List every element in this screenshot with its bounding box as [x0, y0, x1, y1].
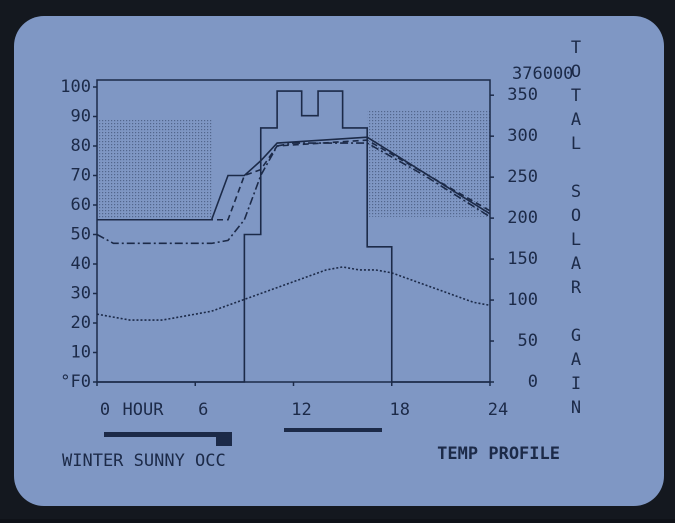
y-tick-label: 20: [71, 313, 91, 333]
y2-tick-label: 200: [507, 208, 538, 228]
x-tick-label: 18: [390, 400, 410, 420]
chart-subtitle: WINTER SUNNY OCC: [62, 451, 226, 471]
y2-tick-label: 0: [528, 372, 538, 392]
y-tick-label: °F0: [60, 372, 91, 392]
schedule-bar: [284, 428, 382, 432]
y-tick-label: 40: [71, 254, 91, 274]
y-tick-label: 50: [71, 225, 91, 245]
y-tick-label: 60: [71, 195, 91, 215]
y2-tick-label: 250: [507, 167, 538, 187]
x-tick-label: 24: [488, 400, 508, 420]
schedule-marker: [216, 432, 232, 446]
annotation: 376000: [512, 64, 573, 84]
y2-tick-label: 350: [507, 85, 538, 105]
comfort-band: [97, 119, 212, 219]
y-tick-label: 70: [71, 166, 91, 186]
y-tick-label: 10: [71, 343, 91, 363]
x-tick-label: 6: [198, 400, 208, 420]
y2-axis-label: TOTAL SOLAR GAIN: [566, 38, 586, 422]
y2-tick-label: 150: [507, 249, 538, 269]
x-tick-label: 0: [100, 400, 110, 420]
y-tick-label: 90: [71, 107, 91, 127]
chart-title: TEMP PROFILE: [437, 444, 560, 464]
y-tick-label: 30: [71, 284, 91, 304]
y2-tick-label: 300: [507, 126, 538, 146]
y-tick-label: 100: [60, 77, 91, 97]
x-axis-label: HOUR: [123, 400, 165, 420]
y2-tick-label: 50: [518, 331, 538, 351]
y2-tick-label: 100: [507, 290, 538, 310]
y-tick-label: 80: [71, 136, 91, 156]
page: TEMP PROFILE WINTER SUNNY OCC 376000 HOU…: [0, 0, 675, 523]
chart: TEMP PROFILE WINTER SUNNY OCC 376000 HOU…: [0, 0, 675, 519]
schedule-bar: [104, 432, 216, 437]
x-tick-label: 12: [291, 400, 311, 420]
